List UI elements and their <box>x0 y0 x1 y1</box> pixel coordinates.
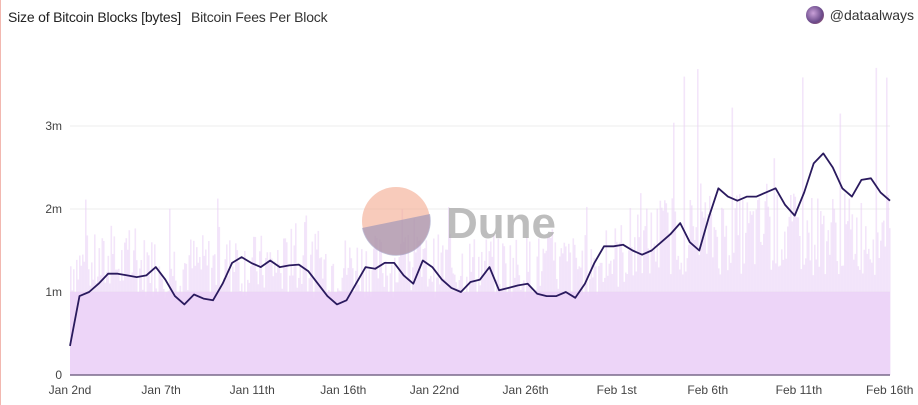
block-size-bar <box>664 200 666 375</box>
block-size-bar <box>848 198 851 375</box>
x-tick-label: Jan 7th <box>141 383 180 397</box>
area-base <box>70 292 890 375</box>
block-size-bar <box>736 195 738 375</box>
block-size-bar <box>661 207 663 375</box>
block-size-bar <box>629 208 632 375</box>
author-link[interactable]: @dataalways <box>805 6 914 24</box>
block-size-bar <box>802 77 804 375</box>
block-size-bar <box>887 194 890 375</box>
block-size-bar <box>742 199 744 375</box>
frame-edge <box>0 0 1 405</box>
avatar <box>805 6 824 24</box>
block-size-bar <box>697 69 699 375</box>
block-size-bar <box>671 198 674 375</box>
y-tick-label: 0 <box>55 368 62 382</box>
x-tick-label: Jan 16th <box>320 383 366 397</box>
block-size-bar <box>169 208 171 375</box>
block-size-bar <box>665 203 668 375</box>
block-size-bar <box>886 77 888 375</box>
chart-header: Size of Bitcoin Blocks [bytes] Bitcoin F… <box>8 6 918 28</box>
block-size-bar <box>790 195 792 375</box>
block-size-bar <box>773 158 776 375</box>
block-size-bar <box>767 206 770 375</box>
watermark-text: Dune <box>446 199 556 248</box>
block-size-bar <box>833 208 836 375</box>
block-size-bar <box>691 205 693 375</box>
block-size-bar <box>673 122 675 375</box>
block-size-bar <box>832 199 834 375</box>
block-size-bar <box>758 197 761 375</box>
block-size-bar <box>700 183 702 375</box>
block-size-bar <box>646 208 648 375</box>
block-size-bar <box>731 107 734 376</box>
x-tick-label: Jan 22nd <box>410 383 459 397</box>
y-tick-label: 2m <box>45 202 62 216</box>
block-size-bar <box>448 207 450 375</box>
block-size-bar <box>85 199 87 375</box>
block-size-bar <box>739 193 741 375</box>
chart-subtitle: Bitcoin Fees Per Block <box>190 9 328 25</box>
block-size-bar <box>764 201 767 375</box>
x-tick-label: Feb 6th <box>687 383 728 397</box>
moving-average-line <box>69 152 891 347</box>
author-name: @dataalways <box>829 7 914 23</box>
block-size-bar <box>683 76 686 375</box>
block-size-bar <box>722 208 725 375</box>
block-size-bar <box>875 67 878 376</box>
block-size-bar <box>844 193 846 375</box>
x-tick-label: Feb 16th <box>866 383 913 397</box>
x-tick-label: Jan 26th <box>503 383 549 397</box>
chart-title: Size of Bitcoin Blocks [bytes] <box>8 9 181 25</box>
block-size-bar <box>776 194 779 375</box>
block-size-bar <box>217 198 219 375</box>
block-size-bar <box>704 202 707 375</box>
block-size-bar <box>860 202 863 375</box>
block-size-bar <box>586 206 588 375</box>
block-size-bar <box>757 200 759 375</box>
x-tick-label: Jan 2nd <box>49 383 92 397</box>
block-size-bar <box>709 195 711 375</box>
block-size-bar <box>656 208 659 375</box>
x-tick-label: Jan 11th <box>230 383 275 397</box>
block-size-bar <box>721 207 723 375</box>
x-tick-label: Feb 11th <box>776 383 822 397</box>
block-size-bar <box>839 113 842 375</box>
dune-watermark: Dune <box>362 187 556 256</box>
block-size-bar <box>811 198 813 375</box>
block-size-bar <box>817 198 819 375</box>
y-tick-label: 1m <box>45 285 62 299</box>
block-size-bar <box>793 193 795 375</box>
block-size-bar <box>746 202 749 375</box>
block-size-bar <box>659 200 662 375</box>
block-size-bar <box>734 208 737 375</box>
block-size-bar <box>766 183 768 375</box>
block-size-bar <box>689 200 692 375</box>
x-tick-label: Feb 1st <box>597 383 638 397</box>
block-size-bar <box>794 196 797 375</box>
block-size-bar <box>640 193 642 375</box>
y-tick-label: 3m <box>45 119 62 133</box>
